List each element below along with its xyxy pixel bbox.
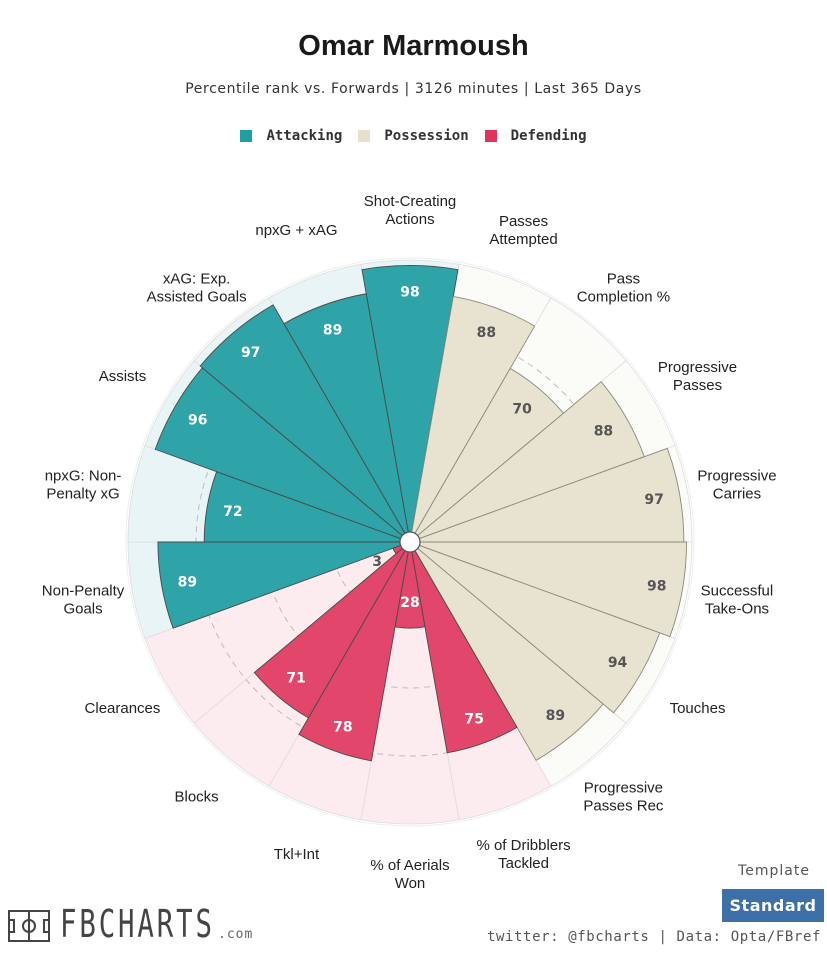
legend-label-attacking: Attacking [266,128,343,144]
category-label: Touches [670,700,726,717]
legend-item-attacking: Attacking [240,128,342,144]
value-label: 89 [546,708,565,724]
legend-swatch-defending [484,130,497,142]
category-label: xAG: Exp. Assisted Goals [147,271,247,306]
category-label: Progressive Carries [697,467,776,502]
chart-subtitle: Percentile rank vs. Forwards | 3126 minu… [185,81,642,97]
category-label: Shot-Creating Actions [364,193,457,228]
value-label: 97 [644,492,663,508]
value-label: 78 [333,719,352,735]
legend-label-defending: Defending [510,128,587,144]
category-label: Progressive Passes Rec [583,779,664,814]
category-label: Blocks [175,788,219,805]
category-label: Assists [99,368,147,385]
credit-text: twitter: @fbcharts | Data: Opta/FBref [486,929,821,945]
category-label: Pass Completion % [577,271,670,306]
value-label: 75 [465,712,484,728]
category-label: npxG: Non-Penalty xG [45,467,122,502]
value-label: 72 [223,504,242,520]
legend-item-possession: Possession [358,128,469,144]
value-label: 94 [608,655,628,671]
legend-swatch-attacking [240,130,253,142]
category-label: Tkl+Int [274,846,320,863]
outer-ring [125,257,695,827]
category-label: % of Aerials Won [370,857,449,892]
value-label: 98 [647,579,666,595]
logo-wordmark: FBCHARTS [60,902,215,946]
category-label: npxG + xAG [255,222,337,239]
category-label: Passes Attempted [489,213,557,248]
template-label: Template [738,863,810,879]
category-label: Successful Take-Ons [701,583,774,618]
legend-item-defending: Defending [484,128,587,144]
category-label: Progressive Passes [658,359,737,394]
value-label: 88 [594,423,613,439]
value-label: 88 [477,325,496,341]
fbcharts-logo: FBCHARTS .com [8,905,275,943]
category-label: Non-Penalty Goals [42,583,125,618]
value-label: 28 [400,595,419,611]
center-hole [399,531,421,553]
value-label: 70 [512,401,532,417]
legend: Attacking Possession Defending [0,128,827,144]
chart-title: Omar Marmoush [298,30,529,62]
value-label: 97 [241,345,260,361]
category-label: Clearances [85,700,161,717]
value-label: 89 [323,323,342,339]
value-label: 96 [188,412,207,428]
value-label: 89 [178,574,197,590]
legend-swatch-possession [358,130,371,142]
value-label: 3 [372,554,382,570]
category-label: % of Dribblers Tackled [476,837,570,872]
value-label: 71 [286,671,305,687]
pitch-icon [8,910,50,942]
value-label: 98 [400,284,419,300]
template-standard-button[interactable]: Standard [722,889,824,922]
legend-label-possession: Possession [384,128,469,144]
logo-suffix: .com [218,927,254,942]
